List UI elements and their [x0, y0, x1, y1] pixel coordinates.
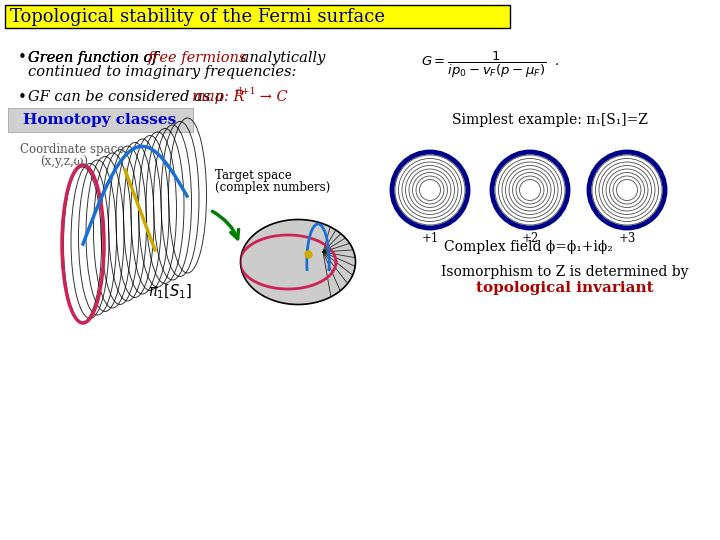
Text: (complex numbers): (complex numbers): [215, 181, 330, 194]
Text: Coordinate space: Coordinate space: [20, 144, 125, 157]
Text: Topological stability of the Fermi surface: Topological stability of the Fermi surfa…: [10, 8, 385, 26]
Text: Green function of: Green function of: [28, 51, 162, 65]
Text: Simplest example: π₁[S₁]=Z: Simplest example: π₁[S₁]=Z: [452, 113, 648, 127]
Text: $G = \dfrac{1}{ip_0 - v_F(p - \mu_F)}$  .: $G = \dfrac{1}{ip_0 - v_F(p - \mu_F)}$ .: [420, 50, 559, 80]
Bar: [5, 5, 510, 28]
Circle shape: [390, 150, 470, 230]
Text: Green function of: Green function of: [28, 51, 162, 65]
Text: GF can be considered as a: GF can be considered as a: [28, 90, 228, 104]
Ellipse shape: [240, 219, 356, 305]
Bar: [8, 108, 193, 132]
Text: → C: → C: [255, 90, 288, 104]
Text: Green function of: Green function of: [28, 51, 162, 65]
Text: •: •: [18, 51, 27, 65]
Text: continued to imaginary frequencies:: continued to imaginary frequencies:: [28, 65, 297, 79]
Text: topological invariant: topological invariant: [476, 281, 654, 295]
Text: d+1: d+1: [236, 87, 257, 97]
Text: Homotopy classes: Homotopy classes: [23, 113, 176, 127]
Circle shape: [490, 150, 570, 230]
Text: +3: +3: [618, 232, 636, 245]
Text: free fermions: free fermions: [148, 51, 248, 65]
Text: map: R: map: R: [192, 90, 245, 104]
Text: (x,y,z,ω): (x,y,z,ω): [40, 156, 88, 168]
Circle shape: [587, 150, 667, 230]
Text: •: •: [18, 90, 27, 105]
Text: analytically: analytically: [236, 51, 325, 65]
Text: +1: +1: [421, 232, 438, 245]
Text: $\pi_1[S_1]$: $\pi_1[S_1]$: [148, 283, 192, 301]
Text: Complex field ϕ=ϕ₁+iϕ₂: Complex field ϕ=ϕ₁+iϕ₂: [444, 240, 613, 254]
Text: Target space: Target space: [215, 168, 292, 181]
Text: Isomorphism to Z is determined by: Isomorphism to Z is determined by: [441, 265, 689, 279]
Text: +2: +2: [521, 232, 539, 245]
